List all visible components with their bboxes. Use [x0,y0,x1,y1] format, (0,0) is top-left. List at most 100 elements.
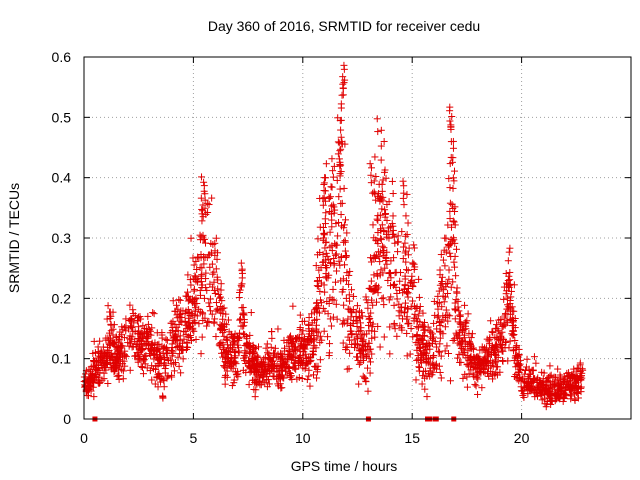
data-point [329,313,337,321]
data-point [510,281,518,289]
y-tick-label: 0.2 [52,290,72,306]
data-point [442,306,450,314]
data-point [190,317,198,325]
data-point [385,234,393,242]
data-point [265,380,273,388]
data-point [434,347,442,355]
data-point [446,215,454,223]
data-point [175,296,183,304]
data-point [344,333,352,341]
data-point [506,268,514,276]
data-point [409,297,417,305]
data-point [377,236,385,244]
data-point [447,223,455,231]
data-point [459,351,467,359]
data-point [374,128,382,136]
data-point [386,323,394,331]
data-point [436,348,444,356]
data-point [343,277,351,285]
data-point [118,366,126,374]
data-point [444,221,452,229]
data-point [329,285,337,293]
data-point [289,302,297,310]
data-point [264,349,272,357]
data-point [435,287,443,295]
x-tick-label: 15 [404,430,420,446]
y-tick-label: 0.1 [52,351,72,367]
data-point [451,263,459,271]
data-point [341,247,349,255]
data-point [298,374,306,382]
data-point [332,278,340,286]
data-point [269,372,277,380]
data-point [398,228,406,236]
chart-title: Day 360 of 2016, SRMTID for receiver ced… [208,18,480,34]
data-point [368,334,376,342]
data-point [336,185,344,193]
data-point [189,254,197,262]
data-point [415,293,423,301]
data-point [345,365,353,373]
data-point [219,346,227,354]
y-axis-title: SRMTID / TECUs [6,183,22,293]
data-point [463,383,471,391]
data-point [364,387,372,395]
data-point [314,329,322,337]
data-point [198,333,206,341]
data-point [368,350,376,358]
data-point [489,329,497,337]
data-point [200,260,208,268]
data-point [104,379,112,387]
data-point [173,301,181,309]
data-point [546,362,554,370]
data-point [206,303,214,311]
data-point [139,370,147,378]
data-point [316,248,324,256]
data-point [389,190,397,198]
data-point [316,332,324,340]
x-tick-label: 5 [190,430,198,446]
data-point [472,382,480,390]
data-point [445,275,453,283]
data-point [192,257,200,265]
data-point [246,331,254,339]
data-point [333,315,341,323]
data-point [158,331,166,339]
data-point [394,248,402,256]
data-point [149,309,157,317]
data-point [331,251,339,259]
data-point [449,336,457,344]
x-tick-label: 10 [295,430,311,446]
x-tick-label: 0 [80,430,88,446]
data-point [485,372,493,380]
data-points [80,61,587,422]
data-point [150,310,158,318]
data-point [446,184,454,192]
y-tick-label: 0.3 [52,230,72,246]
data-point [378,295,386,303]
data-point [340,301,348,309]
data-point [328,183,336,191]
data-point [203,319,211,327]
data-point [506,276,514,284]
data-point [380,137,388,145]
data-point [168,373,176,381]
data-point [175,362,183,370]
data-point [366,358,374,366]
data-point [319,201,327,209]
data-point [377,142,385,150]
y-tick-label: 0.4 [52,170,72,186]
data-point [350,292,358,300]
data-point [213,255,221,263]
data-point [262,344,270,352]
data-point [348,286,356,294]
data-point [314,235,322,243]
data-point [454,354,462,362]
data-point [271,344,279,352]
data-point [445,175,453,183]
y-tick-label: 0.5 [52,109,72,125]
data-point [337,211,345,219]
data-point [263,340,271,348]
data-point [412,376,420,384]
